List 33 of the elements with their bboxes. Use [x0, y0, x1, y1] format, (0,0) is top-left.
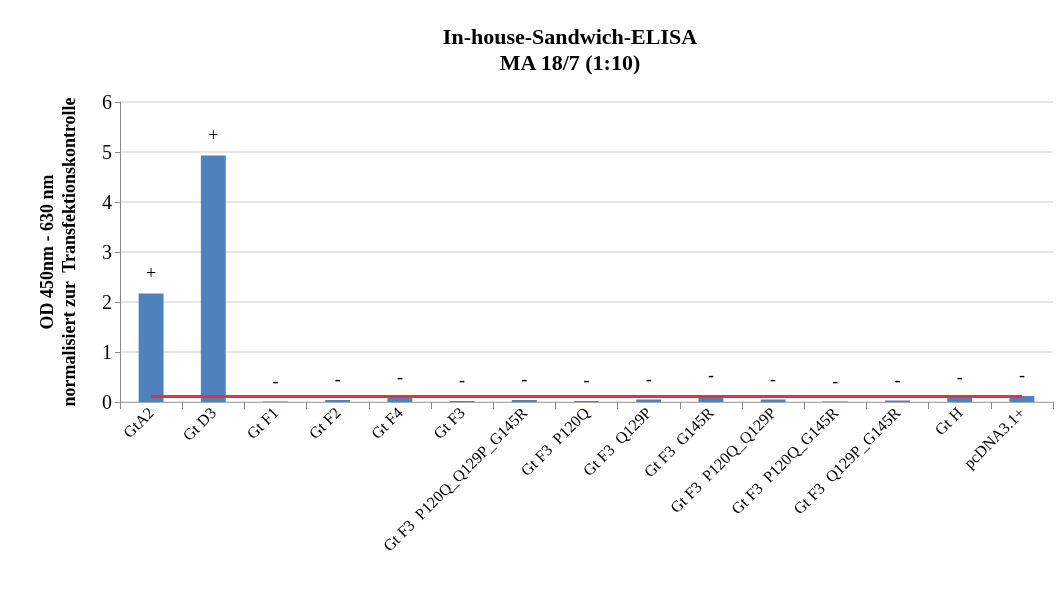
- y-tick-label: 0: [102, 391, 112, 413]
- y-tick-label: 1: [102, 341, 112, 363]
- data-label: -: [956, 367, 963, 387]
- bar: [947, 398, 973, 402]
- x-tick-label: Gt F4: [367, 403, 406, 443]
- data-label: +: [208, 124, 219, 145]
- data-label: -: [459, 370, 466, 390]
- data-label: -: [272, 370, 279, 391]
- data-label: -: [770, 368, 777, 389]
- x-tick-label: Gt D3: [179, 403, 220, 444]
- y-tick-label: 4: [102, 191, 112, 213]
- data-label: -: [583, 370, 590, 390]
- y-tick-label: 2: [102, 291, 112, 313]
- bar: [200, 155, 226, 402]
- data-label: -: [334, 369, 341, 389]
- y-axis-title: OD 450nm - 630 nm normalisiert zur Transfektionskontrolle: [37, 97, 79, 407]
- data-label: -: [832, 370, 839, 391]
- data-label: -: [894, 369, 901, 390]
- x-tick-label: Gt F2: [305, 403, 344, 443]
- y-tick-label: 6: [102, 91, 112, 113]
- bar: [138, 293, 164, 402]
- data-label: -: [396, 367, 403, 387]
- y-tick-label: 5: [102, 141, 112, 163]
- chart-title: In-house-Sandwich-ELISA MA 18/7 (1:10): [442, 23, 698, 75]
- data-label: +: [146, 262, 157, 283]
- y-tick-label: 3: [102, 241, 112, 263]
- bar: [387, 398, 413, 402]
- data-label: -: [521, 369, 528, 389]
- data-label: -: [1018, 365, 1025, 385]
- x-tick-label: Gt F1: [243, 403, 282, 443]
- data-label: -: [645, 368, 652, 389]
- x-tick-label: Gt H: [931, 403, 967, 439]
- data-label: -: [707, 365, 714, 385]
